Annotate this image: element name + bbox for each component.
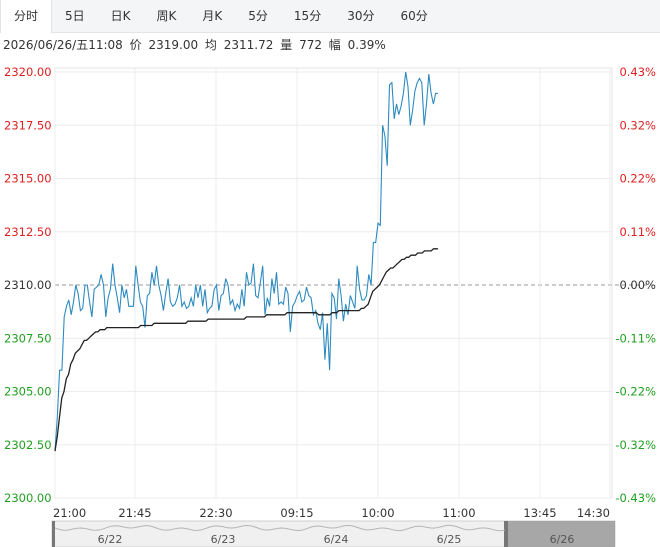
price-tick-label: 2317.50 — [4, 118, 52, 132]
volume-value: 772 — [299, 38, 322, 52]
tab-8[interactable]: 60分 — [400, 9, 428, 23]
price-line — [54, 71, 438, 452]
overview-date-label: 6/24 — [324, 533, 349, 546]
price-tick-label: 2307.50 — [4, 331, 52, 345]
overview-date-label: 6/22 — [98, 533, 123, 546]
overview-navigator: 6/22 6/23 6/24 6/25 6/26 — [51, 520, 616, 547]
time-tick-label: 21:00 — [53, 506, 86, 520]
plot-frame — [54, 67, 613, 499]
period-tabs: 分时 5日 日K 周K 月K 5分 15分 30分 60分 — [0, 0, 660, 33]
tab-5[interactable]: 5分 — [248, 9, 268, 23]
overview-track — [51, 520, 616, 547]
quote-info-bar: 2026/06/26/五11:08 价 2319.00 均 2311.72 量 … — [0, 32, 660, 58]
tab-1[interactable]: 5日 — [65, 9, 85, 23]
overview-date-label: 6/25 — [437, 533, 462, 546]
overview-handle-right — [52, 521, 55, 547]
percent-tick-label: 0.32% — [619, 118, 656, 132]
price-tick-label: 2305.00 — [4, 385, 52, 399]
tab-6[interactable]: 15分 — [293, 9, 322, 23]
chart-lines — [54, 71, 438, 452]
price-tick-label: 2315.00 — [4, 172, 52, 186]
time-axis: 21:00 21:45 22:30 09:15 10:00 11:00 13:45 14:30 — [53, 506, 610, 520]
time-tick-label: 09:15 — [280, 506, 313, 520]
quote-datetime: 2026/06/26/五11:08 — [3, 38, 123, 52]
average-line — [54, 248, 438, 452]
price-label: 价 — [129, 38, 142, 52]
price-tick-label: 2302.50 — [4, 438, 52, 452]
avg-label: 均 — [204, 38, 217, 52]
percent-tick-label: 0.11% — [619, 225, 656, 239]
percent-tick-label: -0.11% — [615, 331, 656, 345]
percent-tick-label: -0.43% — [615, 491, 656, 505]
price-tick-label: 2320.00 — [4, 65, 52, 79]
overview-date-label: 6/23 — [211, 533, 236, 546]
avg-value: 2311.72 — [223, 38, 274, 52]
price-value: 2319.00 — [148, 38, 199, 52]
price-tick-label: 2312.50 — [4, 225, 52, 239]
percent-axis: 0.43% 0.32% 0.22% 0.11% 0.00% -0.11% -0.22% -0.… — [615, 65, 656, 505]
volume-label: 量 — [280, 38, 293, 52]
time-tick-label: 21:45 — [118, 506, 151, 520]
overview-handle-left — [504, 521, 508, 547]
price-axis: 2320.00 2317.50 2315.00 2312.50 2310.00 2307.… — [4, 65, 52, 505]
price-tick-label: 2300.00 — [4, 491, 52, 505]
percent-tick-label: -0.22% — [615, 385, 656, 399]
percent-tick-label: 0.22% — [619, 172, 656, 186]
overview-date-label: 6/26 — [550, 533, 575, 546]
time-tick-label: 11:00 — [442, 506, 475, 520]
tab-7[interactable]: 30分 — [347, 9, 375, 23]
overview-selection — [508, 521, 615, 547]
time-tick-label: 13:45 — [523, 506, 556, 520]
overview-sparkline — [54, 524, 506, 532]
time-tick-label: 14:30 — [577, 506, 610, 520]
tab-4[interactable]: 月K — [202, 9, 223, 23]
percent-tick-label: -0.32% — [615, 438, 656, 452]
percent-tick-label: 0.00% — [619, 278, 656, 292]
price-tick-label: 2310.00 — [4, 278, 52, 292]
time-tick-label: 22:30 — [199, 506, 232, 520]
percent-tick-label: 0.43% — [619, 65, 656, 79]
amplitude-value: 0.39% — [347, 38, 386, 52]
tab-3[interactable]: 周K — [156, 9, 177, 23]
amplitude-label: 幅 — [328, 38, 341, 52]
tab-0[interactable]: 分时 — [0, 0, 53, 33]
chart-grid — [54, 67, 657, 499]
tab-2[interactable]: 日K — [110, 9, 131, 23]
time-tick-label: 10:00 — [361, 506, 394, 520]
